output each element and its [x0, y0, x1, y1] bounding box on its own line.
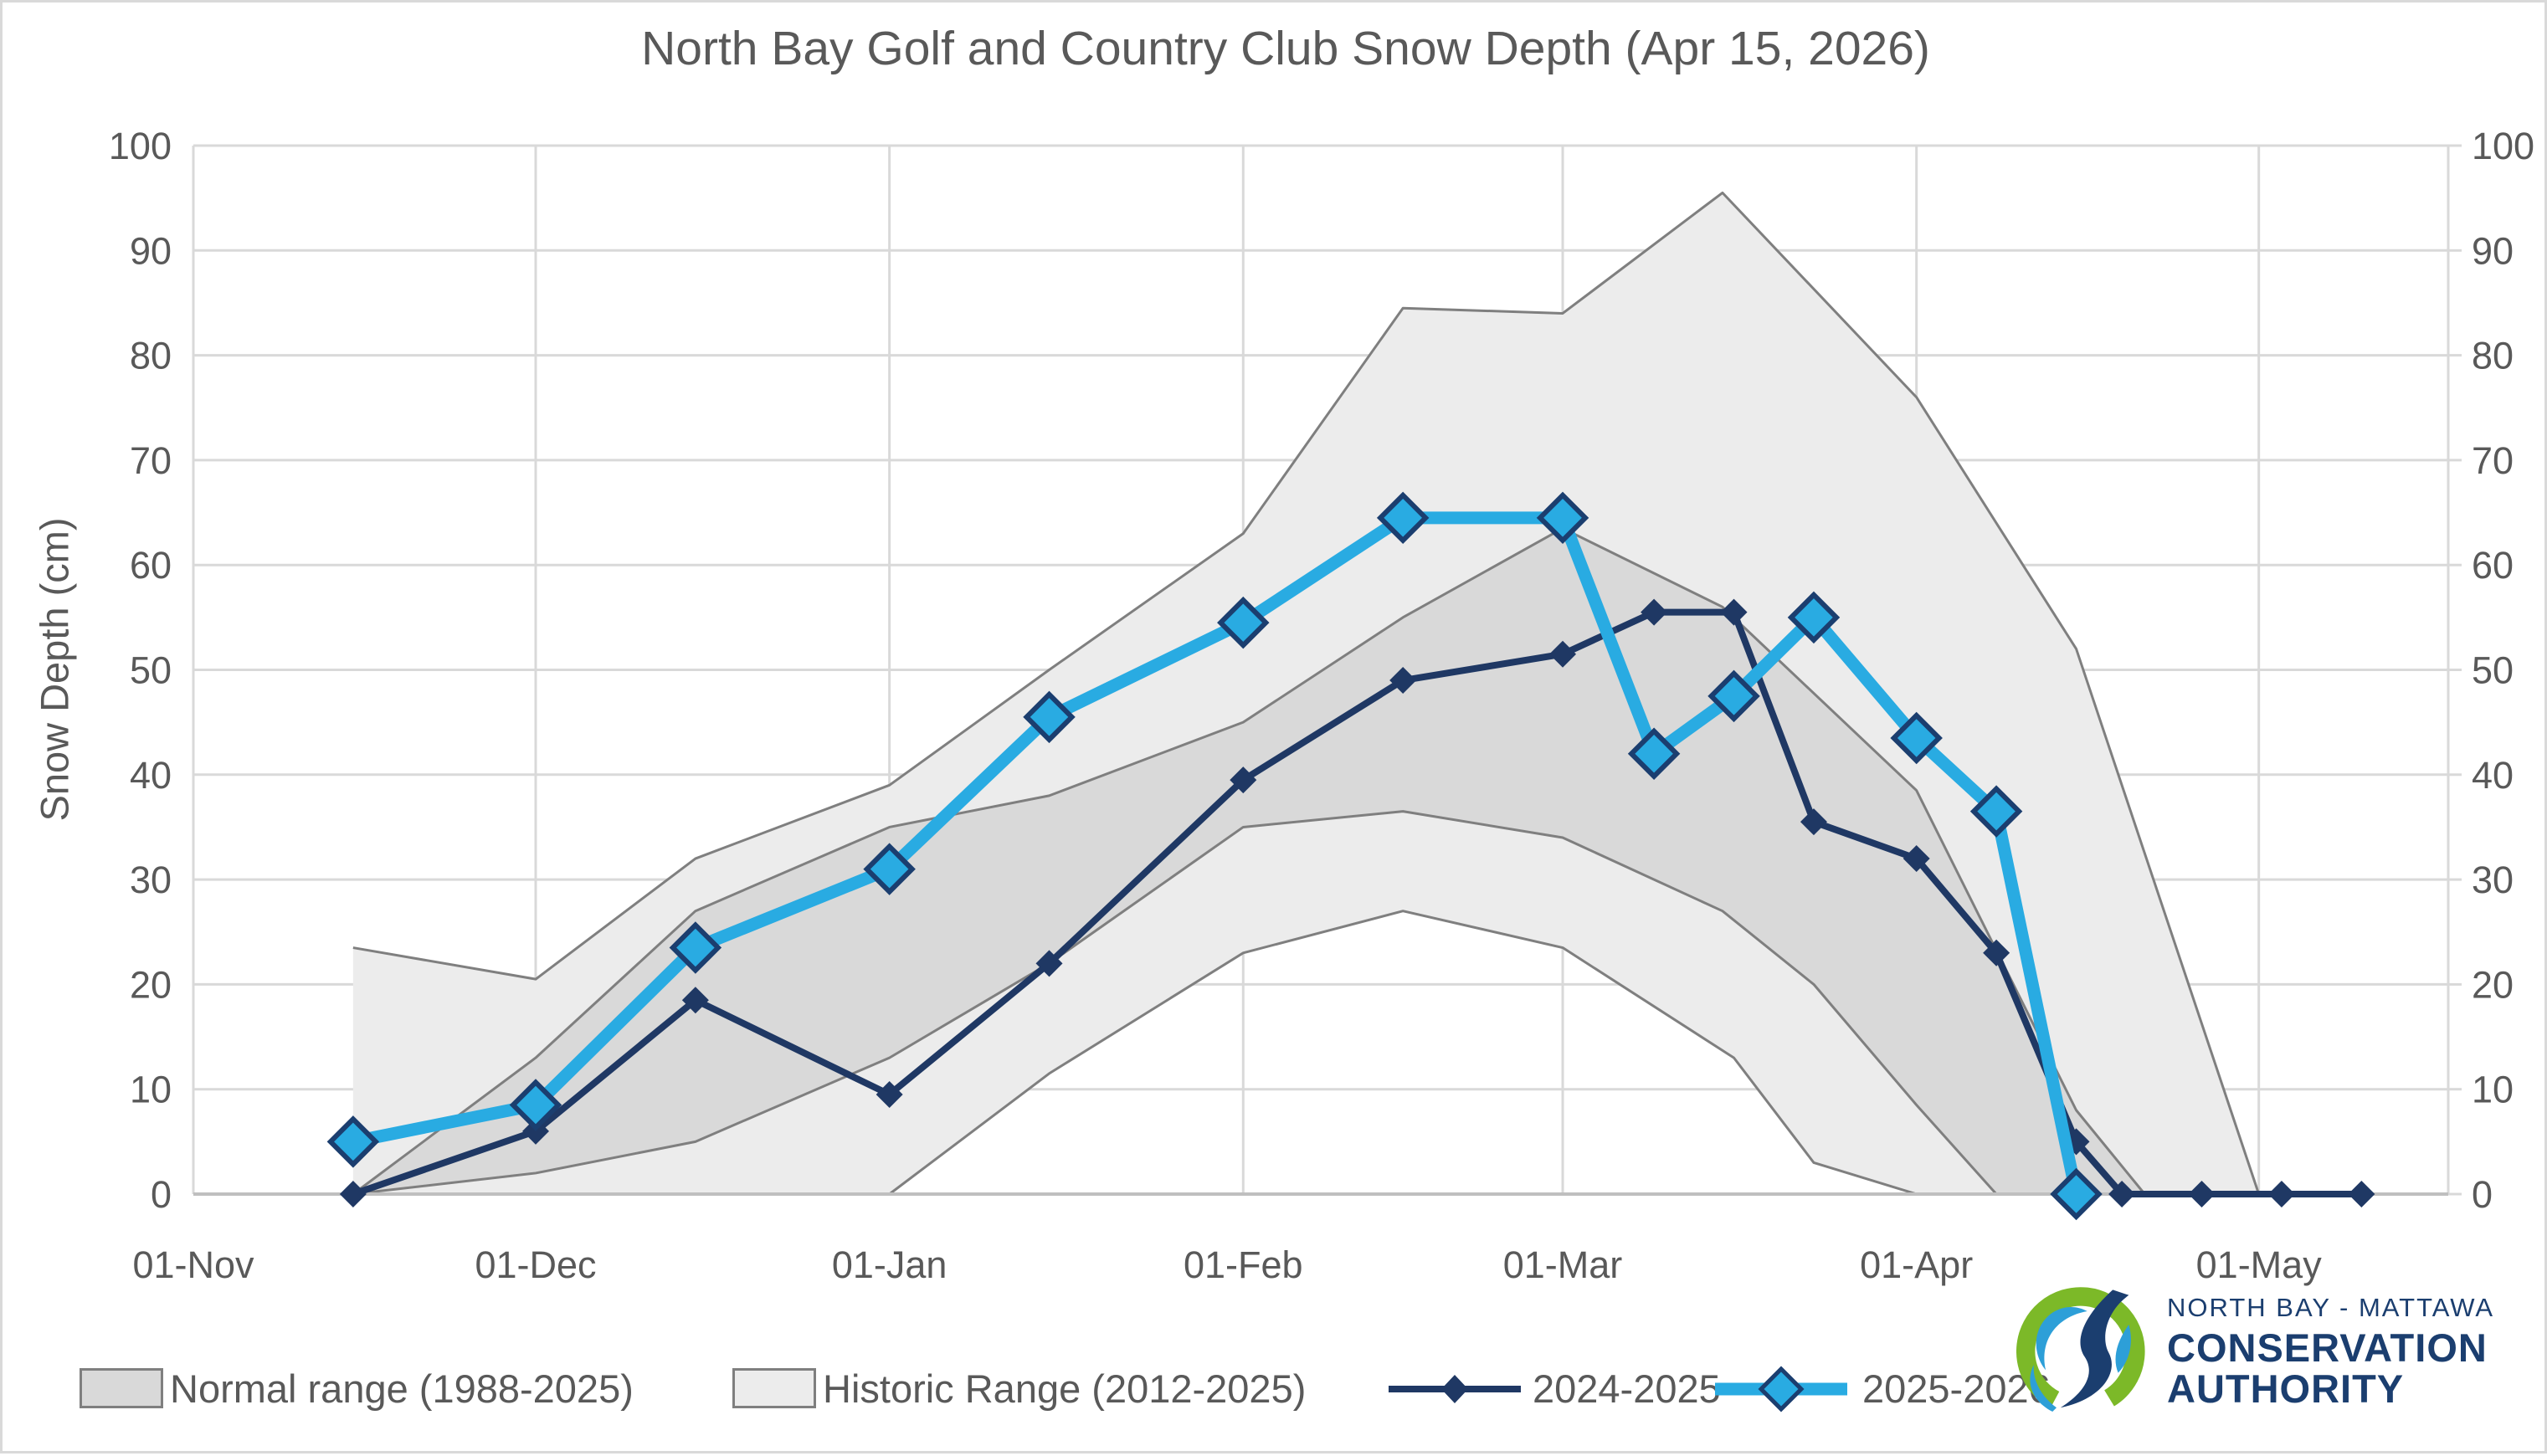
legend-marker-2025-2026-icon [1715, 1366, 1847, 1412]
x-tick-label: 01-Jan [832, 1243, 947, 1286]
legend-swatch-normal-range [80, 1368, 163, 1408]
data-point-2024-2025-09-Mar [1641, 598, 1668, 626]
data-point-2024-2025-16-Mar [1720, 598, 1748, 626]
data-point-2025-2026-01-Mar [1536, 491, 1589, 545]
y-tick-label-left: 60 [130, 544, 172, 587]
data-point-2025-2026-15-Nov [326, 1115, 380, 1168]
y-tick-label-right: 60 [2472, 544, 2514, 587]
plot-area: 0 0 10 10 20 20 30 30 40 40 50 50 60 60 70 70 80 80 90 90 10… [109, 125, 2534, 1286]
data-point-2025-2026-01-Dec [509, 1079, 562, 1131]
data-point-2025-2026-16-Mar [1707, 669, 1760, 723]
y-tick-label-right: 20 [2472, 963, 2514, 1006]
data-point-2025-2026-23-Mar [1787, 591, 1841, 644]
data-point-2025-2026-01-Apr [1890, 711, 1943, 765]
x-tick-label: 01-Mar [1503, 1243, 1623, 1286]
y-tick-label-right: 50 [2472, 649, 2514, 692]
y-tick-label-right: 90 [2472, 229, 2514, 272]
band-fill [352, 528, 2145, 1194]
x-tick-label: 01-Nov [132, 1243, 254, 1286]
data-point-2025-2026-09-Mar [1627, 727, 1681, 780]
band-lower-edge [352, 810, 1998, 1196]
data-point-2024-2025-15-Dec [681, 987, 709, 1014]
data-point-2025-2026-15-Jan [1023, 690, 1076, 744]
logo-line2: CONSERVATION [2167, 1325, 2488, 1371]
y-tick-label-right: 100 [2472, 125, 2534, 167]
band-upper-edge [352, 191, 2261, 1195]
data-point-2024-2025-01-Apr [1903, 845, 1930, 873]
logo-line1: NORTH BAY - MATTAWA [2167, 1293, 2495, 1323]
band-upper-edge [352, 526, 2146, 1196]
data-point-2025-2026-15-Dec [669, 921, 722, 974]
data-point-2024-2025-01-Mar [1549, 640, 1577, 668]
y-tick-label-right: 80 [2472, 335, 2514, 377]
y-tick-label-left: 10 [130, 1069, 172, 1111]
data-point-2024-2025-03-May [2267, 1181, 2295, 1207]
y-tick-label-left: 70 [130, 439, 172, 482]
data-point-2024-2025-01-Feb [1230, 766, 1257, 794]
series-line-2025-2026 [347, 511, 2083, 1201]
y-tick-label-left: 30 [130, 859, 172, 901]
organization-logo: NORTH BAY - MATTAWA CONSERVATION AUTHORI… [2016, 1276, 2494, 1427]
x-tick-label: 01-Dec [475, 1243, 596, 1286]
y-tick-label-left: 0 [151, 1173, 172, 1216]
data-point-2024-2025-19-Apr [2108, 1181, 2136, 1207]
logo-text: NORTH BAY - MATTAWA CONSERVATION AUTHORI… [2167, 1293, 2494, 1410]
data-point-2024-2025-26-Apr [2188, 1181, 2216, 1207]
data-point-2024-2025-15-Nov [339, 1181, 367, 1207]
legend-label-2025-2026: 2025-2026 [1862, 1366, 2051, 1411]
legend: Normal range (1988-2025) Historic Range … [3, 1356, 2547, 1422]
data-point-2024-2025-23-Mar [1800, 808, 1827, 836]
legend-label-normal-range: Normal range (1988-2025) [170, 1366, 634, 1411]
y-tick-label-left: 90 [130, 229, 172, 272]
logo-swirl-icon [2016, 1287, 2145, 1416]
data-point-2024-2025-10-May [2348, 1181, 2375, 1207]
data-point-2025-2026-01-Feb [1217, 596, 1270, 649]
legend-marker-2024-2025-icon [1389, 1375, 1521, 1403]
y-tick-label-left: 100 [109, 125, 172, 167]
x-tick-label: 01-Apr [1860, 1243, 1973, 1286]
y-tick-label-right: 70 [2472, 439, 2514, 482]
data-point-2025-2026-08-Apr [1969, 785, 2023, 838]
data-point-2024-2025-01-Dec [522, 1117, 550, 1145]
x-tick-label: 01-May [2196, 1243, 2323, 1286]
y-tick-label-right: 30 [2472, 859, 2514, 901]
data-point-2025-2026-01-Jan [863, 843, 916, 895]
data-point-2024-2025-15-Feb [1389, 667, 1417, 695]
band-lower-edge [352, 910, 2259, 1196]
chart-title: North Bay Golf and Country Club Snow Dep… [641, 22, 1930, 75]
data-point-2025-2026-15-Feb [1376, 491, 1430, 545]
y-tick-label-right: 10 [2472, 1069, 2514, 1111]
y-tick-label-left: 20 [130, 963, 172, 1006]
legend-swatch-historic-range [732, 1368, 816, 1408]
x-tick-label: 01-Feb [1184, 1243, 1303, 1286]
y-tick-label-left: 80 [130, 335, 172, 377]
legend-label-historic-range: Historic Range (2012-2025) [823, 1366, 1307, 1411]
logo-line3: AUTHORITY [2167, 1366, 2405, 1411]
y-tick-label-right: 0 [2472, 1173, 2493, 1216]
y-tick-label-left: 40 [130, 754, 172, 797]
legend-label-2024-2025: 2024-2025 [1533, 1366, 1721, 1411]
data-point-2024-2025-01-Jan [876, 1080, 903, 1108]
data-point-2025-2026-15-Apr [2050, 1167, 2103, 1221]
y-tick-label-right: 40 [2472, 754, 2514, 797]
data-point-2024-2025-08-Apr [1983, 939, 2010, 966]
data-point-2024-2025-15-Jan [1035, 950, 1063, 977]
y-tick-label-left: 50 [130, 649, 172, 692]
